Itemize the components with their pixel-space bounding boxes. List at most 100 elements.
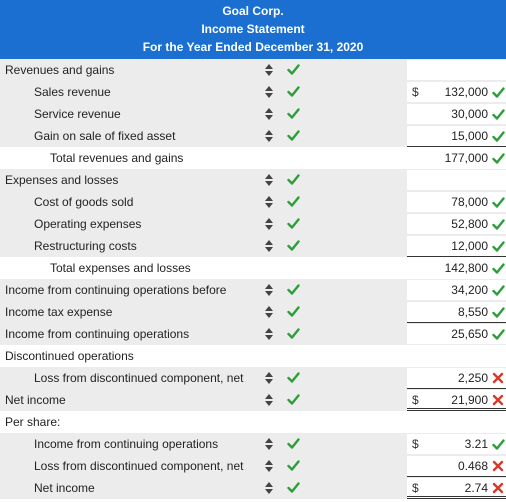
incorrect-cross-icon: [492, 460, 504, 472]
row-label[interactable]: Income from continuing operations: [34, 437, 219, 451]
statement-row: Operating expenses 52,800: [0, 213, 506, 235]
row-label: Total expenses and losses: [50, 261, 191, 275]
amount-value: 2.74: [464, 481, 488, 495]
amount-input[interactable]: 25,650: [407, 324, 506, 344]
row-label: Discontinued operations: [5, 349, 134, 363]
amount-input[interactable]: 142,800: [407, 258, 506, 278]
row-label[interactable]: Service revenue: [34, 107, 121, 121]
statement-row: Income from continuing operations 25,650: [0, 323, 506, 345]
label-correct-check-icon: [287, 459, 300, 472]
label-correct-check-icon: [287, 437, 300, 450]
amount-value: 142,800: [444, 261, 488, 275]
statement-row: Net income $2.74: [0, 477, 506, 499]
select-arrows-icon[interactable]: [265, 108, 273, 120]
label-correct-check-icon: [287, 239, 300, 252]
underline-rule: [407, 146, 506, 147]
amount-input[interactable]: 52,800: [407, 214, 506, 234]
select-arrows-icon[interactable]: [265, 438, 273, 450]
amount-input[interactable]: $132,000: [407, 82, 506, 102]
correct-check-icon: [492, 108, 505, 120]
select-arrows-icon[interactable]: [265, 394, 273, 406]
row-label[interactable]: Net income: [5, 393, 66, 407]
amount-value: 2,250: [457, 371, 488, 385]
statement-row: Restructuring costs 12,000: [0, 235, 506, 257]
correct-check-icon: [492, 196, 505, 208]
amount-input[interactable]: 78,000: [407, 192, 506, 212]
amount-input[interactable]: 12,000: [407, 236, 506, 256]
statement-period: For the Year Ended December 31, 2020: [142, 40, 364, 54]
row-label[interactable]: Income from continuing operations before: [5, 283, 227, 297]
correct-check-icon: [492, 284, 505, 296]
company-name: Goal Corp.: [222, 4, 284, 18]
statement-row: Discontinued operations: [0, 345, 506, 367]
row-label[interactable]: Expenses and losses: [5, 173, 119, 187]
select-arrows-icon[interactable]: [265, 174, 273, 186]
row-label-cell: [0, 411, 405, 433]
row-label[interactable]: Loss from discontinued component, net: [34, 459, 244, 473]
amount-input[interactable]: 8,550: [407, 302, 506, 322]
statement-row: Loss from discontinued component, net 0.4…: [0, 455, 506, 477]
statement-row: Expenses and losses: [0, 169, 506, 191]
select-arrows-icon[interactable]: [265, 240, 273, 252]
amount-input[interactable]: 34,200: [407, 280, 506, 300]
select-arrows-icon[interactable]: [265, 284, 273, 296]
amount-value: 78,000: [451, 195, 488, 209]
amount-input[interactable]: [407, 60, 506, 80]
statement-row: Income tax expense 8,550: [0, 301, 506, 323]
amount-input[interactable]: 30,000: [407, 104, 506, 124]
statement-row: Sales revenue $132,000: [0, 81, 506, 103]
statement-row: Income from continuing operations before…: [0, 279, 506, 301]
row-label[interactable]: Loss from discontinued component, net: [34, 371, 244, 385]
amount-input[interactable]: 2,250: [407, 368, 506, 388]
row-label[interactable]: Restructuring costs: [34, 239, 137, 253]
amount-value: 0.468: [457, 459, 488, 473]
select-arrows-icon[interactable]: [265, 86, 273, 98]
correct-check-icon: [492, 130, 505, 142]
correct-check-icon: [492, 306, 505, 318]
select-arrows-icon[interactable]: [265, 460, 273, 472]
dollar-sign: $: [412, 481, 419, 495]
correct-check-icon: [492, 438, 505, 450]
select-arrows-icon[interactable]: [265, 482, 273, 494]
incorrect-cross-icon: [492, 394, 504, 406]
incorrect-cross-icon: [492, 482, 504, 494]
double-underline-rule: [407, 408, 506, 411]
amount-value: 177,000: [444, 151, 488, 165]
amount-value: 132,000: [444, 85, 488, 99]
amount-input[interactable]: $2.74: [407, 478, 506, 498]
amount-value: 15,000: [451, 129, 488, 143]
row-label[interactable]: Revenues and gains: [5, 63, 115, 77]
correct-check-icon: [492, 262, 505, 274]
amount-input[interactable]: $3.21: [407, 434, 506, 454]
select-arrows-icon[interactable]: [265, 306, 273, 318]
select-arrows-icon[interactable]: [265, 64, 273, 76]
label-correct-check-icon: [287, 63, 300, 76]
select-arrows-icon[interactable]: [265, 218, 273, 230]
select-arrows-icon[interactable]: [265, 196, 273, 208]
amount-value: 34,200: [451, 283, 488, 297]
underline-rule: [407, 322, 506, 323]
amount-input[interactable]: 15,000: [407, 126, 506, 146]
row-label-cell: [0, 147, 405, 169]
row-label[interactable]: Net income: [34, 481, 95, 495]
statement-row: Total expenses and losses 142,800: [0, 257, 506, 279]
amount-value: 3.21: [464, 437, 488, 451]
dollar-sign: $: [412, 437, 419, 451]
underline-rule: [407, 388, 506, 389]
select-arrows-icon[interactable]: [265, 130, 273, 142]
row-label[interactable]: Cost of goods sold: [34, 195, 134, 209]
amount-input[interactable]: [407, 170, 506, 190]
amount-input[interactable]: 177,000: [407, 148, 506, 168]
row-label[interactable]: Operating expenses: [34, 217, 142, 231]
row-label[interactable]: Income from continuing operations: [5, 327, 190, 341]
select-arrows-icon[interactable]: [265, 328, 273, 340]
label-correct-check-icon: [287, 107, 300, 120]
select-arrows-icon[interactable]: [265, 372, 273, 384]
amount-input[interactable]: 0.468: [407, 456, 506, 476]
label-correct-check-icon: [287, 327, 300, 340]
amount-input[interactable]: $21,900: [407, 390, 506, 410]
row-label[interactable]: Income tax expense: [5, 305, 113, 319]
row-label[interactable]: Gain on sale of fixed asset: [34, 129, 176, 143]
statement-row: Loss from discontinued component, net 2,2…: [0, 367, 506, 389]
row-label[interactable]: Sales revenue: [34, 85, 111, 99]
